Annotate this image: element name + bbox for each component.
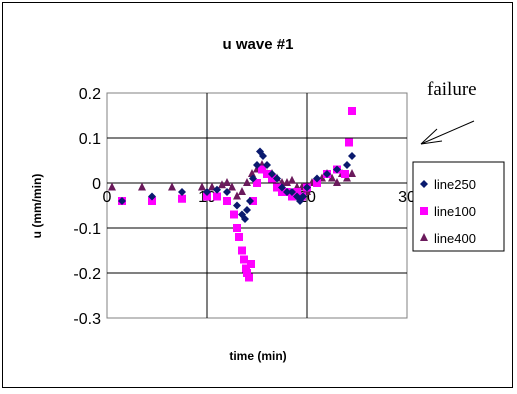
y-tick-label: -0.2 [73, 266, 101, 283]
line100-point [341, 170, 349, 178]
line100-point [235, 233, 243, 241]
line400-point [248, 169, 256, 177]
line100-point [230, 210, 238, 219]
line100-point [258, 165, 266, 174]
line100-point [238, 246, 246, 255]
line400-point [198, 182, 206, 191]
line100-point [178, 194, 186, 203]
plot-area [106, 92, 408, 319]
line400-point [348, 169, 356, 177]
line100-point [213, 192, 221, 201]
chart-svg: u wave #1 0.20.10-0.1-0.2-0.3 0102030 ti… [30, 36, 505, 363]
line100-point [245, 273, 253, 282]
y-tick-labels: 0.2 0.1 0 -0.1 -0.2 -0.3 [73, 86, 101, 328]
line250-point [203, 188, 211, 196]
line100-point [247, 260, 255, 268]
line250-point [299, 192, 307, 201]
line250-point [241, 215, 249, 223]
line100-point [240, 255, 248, 264]
line250-point [313, 174, 321, 183]
line400-point [238, 187, 246, 195]
line250-point [259, 152, 267, 160]
line250-point [233, 201, 241, 210]
line250-point [223, 188, 231, 196]
line250-point [288, 188, 296, 196]
line400-point [333, 178, 341, 186]
line400-point [223, 178, 231, 186]
line400-point [233, 191, 241, 200]
y-tick-label: -0.1 [73, 221, 101, 238]
line100-point [223, 197, 231, 205]
failure-arrow [420, 120, 475, 145]
line400-point [218, 180, 226, 189]
legend-label-line250: line250 [434, 177, 476, 192]
y-tick-label: -0.3 [73, 311, 101, 328]
line100-point [345, 138, 353, 147]
y-tick-label: 0.2 [79, 86, 101, 103]
line100-point [278, 188, 286, 196]
line250-point [178, 188, 186, 196]
line400-point [228, 182, 236, 191]
line250-point [263, 161, 271, 169]
line250-point [243, 206, 251, 214]
line250-point [333, 165, 341, 174]
data-markers [108, 107, 356, 282]
legend-box [412, 161, 505, 252]
line100-point [293, 188, 301, 196]
legend-label-line400: line400 [434, 231, 476, 246]
line100-point [268, 174, 276, 183]
line100-point [242, 264, 250, 273]
line250-point [118, 197, 126, 205]
line250-point [148, 192, 156, 201]
chart-frame: u wave #1 0.20.10-0.1-0.2-0.3 0102030 ti… [2, 2, 513, 388]
line250-point [278, 183, 286, 192]
line250-point [343, 161, 351, 169]
line100-point [148, 197, 156, 205]
line250-point [323, 170, 331, 178]
line400-point [108, 182, 116, 191]
line250-point [303, 183, 311, 192]
line100-point [253, 179, 261, 187]
line400-point [168, 182, 176, 191]
line100-point [233, 224, 241, 232]
line250-point [283, 188, 291, 196]
line250-point [268, 170, 276, 178]
line400-point [283, 178, 291, 186]
chart-title: u wave #1 [223, 36, 294, 53]
line250-point [246, 197, 254, 205]
line100-point [263, 170, 271, 178]
legend-marker-line100 [420, 207, 428, 215]
line100-point [313, 179, 321, 187]
line100-point [203, 192, 211, 201]
line400-point [208, 182, 216, 191]
line250-point [213, 185, 221, 194]
line100-point [288, 192, 296, 201]
line250-point [253, 161, 261, 169]
line400-point [138, 182, 146, 191]
y-axis-title: u (mm/min) [30, 174, 44, 239]
legend-label-line100: line100 [434, 204, 476, 219]
y-tick-label: 0.1 [79, 131, 101, 148]
line400-point [288, 175, 296, 184]
line250-point [273, 174, 281, 183]
y-tick-label: 0 [92, 176, 101, 193]
gridlines [107, 93, 407, 318]
line250-point [348, 152, 356, 160]
line100-point [348, 107, 356, 115]
line100-point [273, 183, 281, 192]
legend-marker-line250 [420, 180, 428, 188]
line250-point [249, 174, 257, 183]
legend-marker-line400 [420, 233, 428, 241]
x-tick-label: 30 [398, 189, 416, 206]
line400-point [243, 178, 251, 186]
x-axis-title: time (min) [229, 349, 286, 363]
x-tick-label: 0 [103, 189, 112, 206]
failure-annotation: failure [427, 79, 477, 100]
line100-point [243, 269, 251, 277]
legend: line250 line100 line400 [420, 177, 476, 246]
line400-point [328, 173, 336, 182]
